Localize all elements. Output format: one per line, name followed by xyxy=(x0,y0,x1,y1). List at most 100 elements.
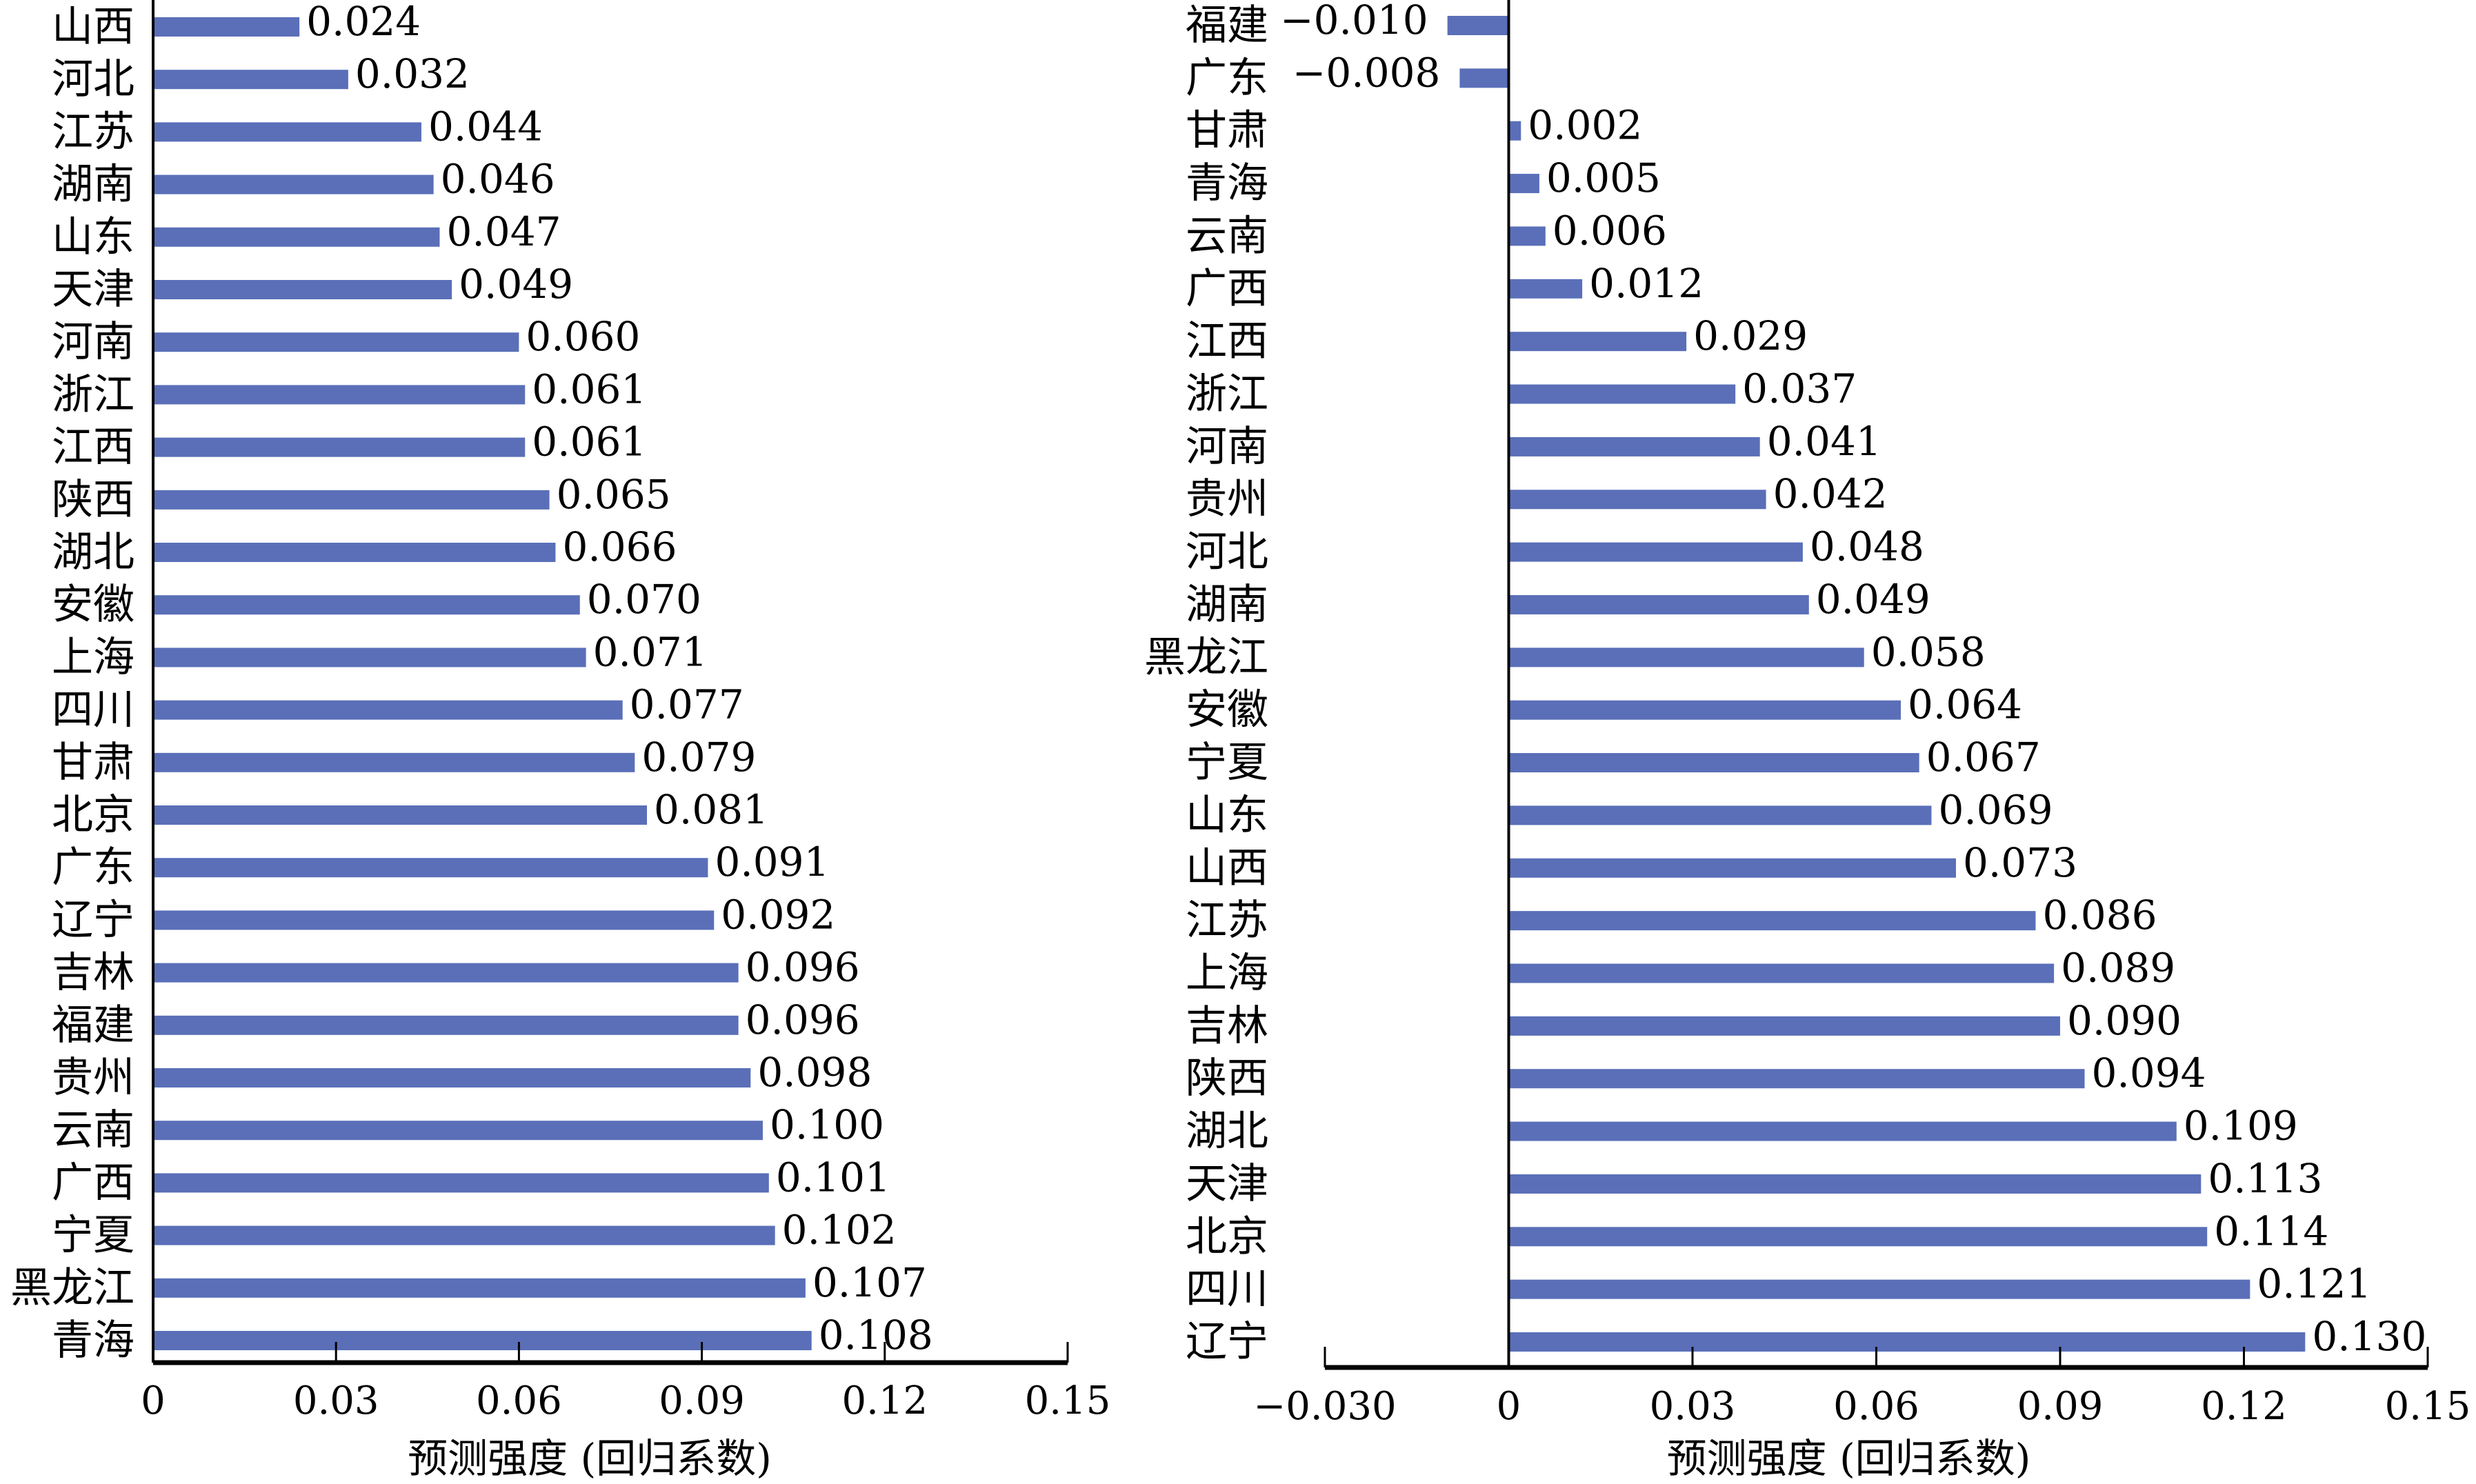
bar xyxy=(1508,279,1583,299)
category-label: 广西 xyxy=(52,1159,134,1207)
category-label: 四川 xyxy=(52,686,134,734)
bar xyxy=(1459,68,1509,88)
data-label: 0.032 xyxy=(355,50,470,97)
data-label: 0.005 xyxy=(1546,154,1661,201)
category-label: 辽宁 xyxy=(1186,1318,1268,1366)
category-label: 广西 xyxy=(1186,265,1268,313)
category-label: 江西 xyxy=(52,423,134,472)
bar xyxy=(1508,226,1546,246)
category-label: 宁夏 xyxy=(1186,739,1268,787)
category-label: 江西 xyxy=(1186,317,1268,365)
bar xyxy=(1508,700,1901,720)
bar xyxy=(153,280,452,299)
bar xyxy=(153,858,708,878)
bar xyxy=(153,122,421,142)
bar xyxy=(153,174,434,194)
category-label: 山东 xyxy=(52,213,134,261)
bar xyxy=(1508,174,1539,194)
bar xyxy=(153,805,648,825)
category-label: 广东 xyxy=(1186,54,1268,102)
category-label: 天津 xyxy=(1186,1160,1268,1208)
data-label: 0.091 xyxy=(715,839,829,885)
bar xyxy=(153,227,440,247)
bar xyxy=(153,490,550,510)
category-label: 江苏 xyxy=(52,108,134,156)
category-label: 江苏 xyxy=(1186,896,1268,945)
bar-chart-left: 山西 0.024 河北 0.032 江苏 0.044 湖南 0.046 山东 0.047 天津 0.0… xyxy=(10,0,1110,1482)
category-label: 贵州 xyxy=(1186,475,1268,523)
category-label: 广东 xyxy=(52,843,134,892)
bar xyxy=(1508,648,1864,668)
data-label: 0.065 xyxy=(557,471,671,518)
data-label: 0.048 xyxy=(1810,523,1924,570)
category-label: 天津 xyxy=(52,265,134,314)
category-label: 宁夏 xyxy=(52,1212,134,1260)
bar xyxy=(153,963,739,983)
category-label: 四川 xyxy=(1186,1265,1268,1314)
x-tick-label: 0 xyxy=(1497,1384,1521,1429)
data-label: −0.008 xyxy=(1292,49,1441,96)
data-label: 0.102 xyxy=(782,1207,897,1254)
data-label: 0.079 xyxy=(641,734,756,781)
category-label: 山西 xyxy=(52,3,134,51)
category-label: 安徽 xyxy=(1186,686,1268,734)
data-label: 0.061 xyxy=(532,419,646,465)
data-label: 0.024 xyxy=(306,0,421,45)
bar xyxy=(153,17,300,37)
bar xyxy=(153,1121,763,1141)
data-label: 0.002 xyxy=(1528,102,1642,149)
data-label: 0.113 xyxy=(2208,1155,2322,1202)
data-label: 0.098 xyxy=(757,1049,872,1096)
bar xyxy=(153,1068,751,1087)
data-label: 0.108 xyxy=(819,1312,933,1358)
data-label: 0.081 xyxy=(654,786,768,833)
data-label: 0.044 xyxy=(428,103,543,150)
bar xyxy=(153,1331,812,1350)
category-label: 河北 xyxy=(52,55,134,103)
x-tick-label: −0.030 xyxy=(1253,1384,1396,1429)
category-label: 甘肃 xyxy=(1186,107,1268,155)
data-label: 0.107 xyxy=(812,1259,927,1306)
bar xyxy=(1508,121,1521,141)
bar xyxy=(153,437,526,457)
data-label: 0.049 xyxy=(1816,576,1930,623)
x-tick-label: 0.06 xyxy=(1833,1384,1919,1429)
bar xyxy=(153,1015,739,1035)
data-label: 0.121 xyxy=(2257,1261,2371,1307)
data-label: 0.012 xyxy=(1589,260,1704,307)
data-label: 0.109 xyxy=(2184,1103,2298,1150)
category-label: 福建 xyxy=(52,1001,134,1050)
data-label: 0.114 xyxy=(2214,1207,2328,1254)
data-label: 0.060 xyxy=(526,313,640,360)
category-label: 山西 xyxy=(1186,844,1268,892)
data-label: 0.070 xyxy=(587,576,701,623)
bar xyxy=(1508,594,1809,614)
bar xyxy=(1508,805,1932,825)
bar xyxy=(153,648,586,668)
data-label: 0.061 xyxy=(532,365,646,412)
bar xyxy=(1508,753,1919,773)
data-label: 0.073 xyxy=(1963,839,2077,886)
data-label: 0.041 xyxy=(1767,418,1881,465)
x-axis-title: 预测强度 (回归系数) xyxy=(408,1435,772,1482)
bar xyxy=(153,543,556,562)
data-label: 0.100 xyxy=(770,1101,884,1148)
data-label: 0.094 xyxy=(2092,1050,2206,1096)
category-label: 陕西 xyxy=(1186,1054,1268,1103)
category-label: 福建 xyxy=(1186,1,1268,50)
category-label: 青海 xyxy=(52,1316,134,1365)
category-label: 浙江 xyxy=(52,370,134,419)
category-label: 黑龙江 xyxy=(10,1264,134,1312)
category-label: 贵州 xyxy=(52,1054,134,1102)
data-label: 0.096 xyxy=(746,944,860,991)
bar xyxy=(1508,911,2036,931)
bar xyxy=(1508,1069,2085,1089)
x-axis-title: 预测强度 (回归系数) xyxy=(1667,1435,2031,1482)
bar-chart-right: 福建 −0.010 广东 −0.008 甘肃 0.002 青海 0.005 云南 0.006 广西 0… xyxy=(1144,0,2470,1482)
category-label: 河南 xyxy=(52,318,134,366)
category-label: 浙江 xyxy=(1186,370,1268,419)
category-label: 青海 xyxy=(1186,159,1268,208)
data-label: 0.047 xyxy=(446,208,561,255)
bar xyxy=(1508,542,1803,562)
